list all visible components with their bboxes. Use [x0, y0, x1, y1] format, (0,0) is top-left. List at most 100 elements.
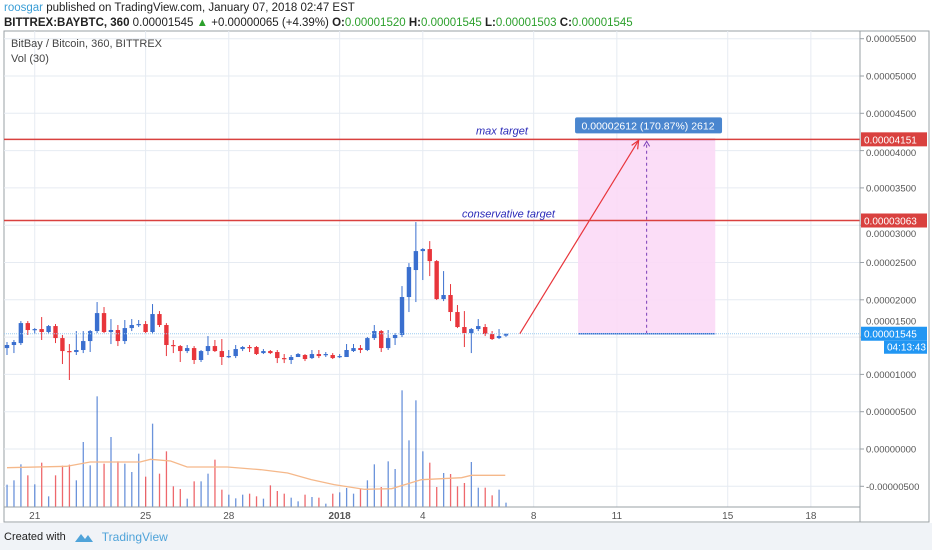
candle-body — [226, 356, 231, 358]
series-title: BitBay / Bitcoin, 360, BITTREX — [11, 38, 163, 50]
candle-body — [275, 352, 280, 359]
price-chart[interactable]: 0.00002612 (170.87%) 2612 max target conse… — [0, 30, 932, 523]
volume-bar — [366, 480, 369, 507]
volume-bar — [283, 493, 285, 507]
volume-bar — [110, 437, 112, 507]
chart-area[interactable]: 0.00002612 (170.87%) 2612 max target conse… — [0, 30, 932, 523]
candle-body — [309, 354, 315, 359]
volume-bar — [117, 461, 119, 507]
candle-body — [122, 328, 128, 342]
volume-bar — [491, 495, 493, 507]
candle-body — [164, 325, 169, 346]
price-tick-label: 0.00005500 — [866, 34, 916, 45]
volume-bar — [304, 494, 306, 507]
price-tick-label: 0.00002000 — [866, 295, 916, 306]
projection-arrow — [519, 140, 640, 335]
change: +0.00000065 (+4.39%) — [211, 17, 329, 29]
volume-bar — [172, 486, 175, 507]
volume-bar — [470, 462, 473, 507]
candle-body — [60, 338, 65, 352]
volume-bar — [186, 498, 188, 507]
volume-bar — [408, 440, 410, 507]
conservative-target-label: conservative target — [462, 209, 556, 221]
ohlc-readout: BITTREX:BAYBTC, 360 0.00001545 ▲ +0.0000… — [4, 17, 633, 29]
candle-body — [178, 346, 183, 352]
candle-body — [316, 354, 322, 357]
candle-body — [434, 261, 439, 300]
volume-bar — [47, 496, 50, 507]
candle-body — [337, 356, 342, 358]
candle-body — [129, 325, 134, 329]
volume-bar — [255, 496, 258, 507]
volume-bar — [297, 501, 299, 507]
volume-bar — [345, 488, 348, 507]
volume-bar — [82, 442, 84, 507]
candle-body — [198, 351, 204, 361]
low-value: 0.00001503 — [495, 17, 557, 29]
chart-header: roosgar published on TradingView.com, Ja… — [0, 0, 932, 30]
volume-bar — [235, 498, 237, 507]
volume-bar — [373, 464, 375, 507]
volume-bar — [339, 492, 341, 507]
volume-bar — [318, 497, 320, 507]
candle-body — [101, 313, 107, 333]
price-tag — [861, 213, 927, 228]
candle-body — [420, 249, 425, 252]
volume-bar — [332, 493, 334, 507]
volume-bar — [484, 487, 486, 507]
candle-body — [233, 349, 238, 357]
volume-bar — [221, 489, 223, 507]
volume-bar — [477, 487, 479, 507]
price-axis-frame — [859, 30, 930, 523]
candle-body — [136, 324, 141, 326]
annotations: 0.00002612 (170.87%) 2612 max target conse… — [4, 117, 860, 335]
candle-body — [11, 342, 17, 346]
time-axis: 21 25 28 2018 4 8 11 15 18 — [4, 506, 860, 522]
candle-body — [25, 323, 30, 331]
volume-bar — [103, 463, 105, 507]
low-label: L: — [484, 17, 496, 29]
volume-bar — [27, 475, 29, 507]
candle-body — [385, 338, 391, 349]
candle-body — [441, 295, 446, 300]
candle-body — [489, 334, 495, 340]
volume-bar — [276, 491, 278, 507]
candle-body — [171, 345, 176, 347]
candle-body — [379, 331, 384, 349]
candle-body — [74, 350, 79, 353]
tradingview-link[interactable]: TradingView — [101, 530, 168, 544]
candle-body — [482, 327, 488, 335]
volume-bar — [269, 485, 272, 507]
volume-bar — [498, 489, 500, 507]
time-tick-label: 28 — [223, 511, 235, 522]
candle-body — [469, 329, 474, 334]
candle-body — [39, 329, 44, 333]
published-text: published on TradingView.com, January 07… — [46, 2, 355, 14]
volume-bar — [200, 481, 202, 507]
volume-bar — [242, 494, 244, 507]
volume-bar — [214, 459, 216, 507]
candle-body — [18, 323, 24, 344]
candle-body — [323, 354, 328, 356]
candle-body — [115, 330, 121, 342]
candle-body — [330, 355, 335, 359]
candle-body — [406, 267, 412, 298]
candle-body — [53, 326, 58, 339]
volume-ma — [6, 458, 506, 490]
candle-body — [476, 326, 481, 330]
volume-bar — [13, 480, 15, 507]
candle-body — [302, 355, 308, 360]
volume-bar — [193, 481, 195, 507]
last-price-tag-label: 0.00001545 — [864, 330, 917, 341]
volume-bar — [158, 473, 161, 507]
volume-bar — [6, 484, 8, 507]
grid — [3, 30, 861, 523]
last-price-tag — [861, 326, 927, 341]
candle-body — [282, 358, 287, 360]
tradingview-cloud-icon — [74, 534, 93, 542]
volume-bar — [442, 473, 445, 507]
author-link[interactable]: roosgar — [4, 2, 43, 14]
candle-body — [240, 347, 245, 350]
candle-body — [32, 329, 37, 331]
candle-body — [496, 336, 502, 339]
